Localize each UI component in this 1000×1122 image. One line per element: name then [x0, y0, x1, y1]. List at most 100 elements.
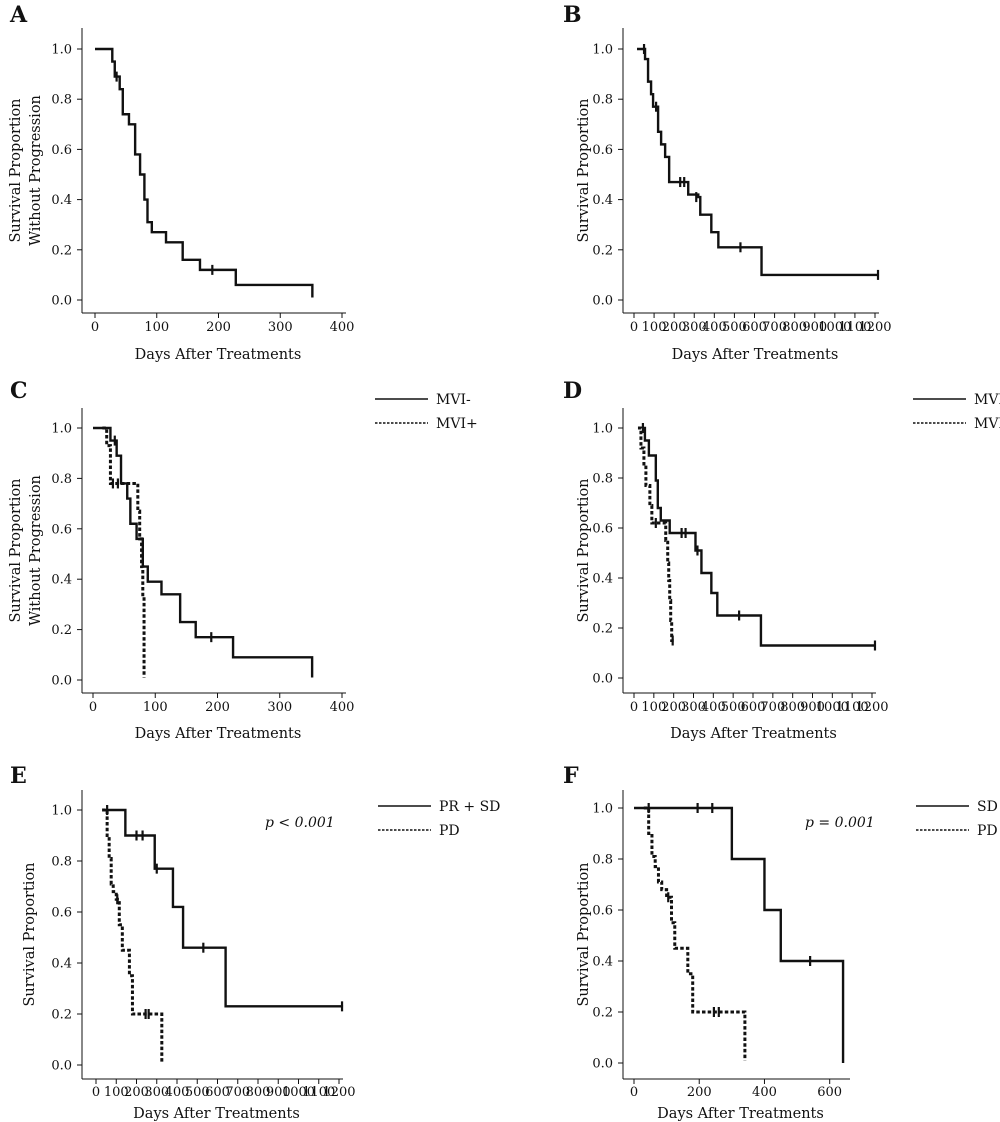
y-tick-label: 0.2 [592, 622, 613, 637]
panel-letter: C [10, 378, 28, 404]
y-tick-label: 0.0 [51, 294, 72, 309]
x-tick-label: 400 [165, 1085, 190, 1100]
y-tick-label: 0.2 [51, 623, 72, 638]
x-tick-label: 1200 [855, 700, 888, 715]
x-tick-label: 0 [89, 700, 97, 715]
x-tick-label: 200 [661, 700, 686, 715]
km-curve-mvi- [93, 426, 314, 678]
x-tick-label: 300 [681, 700, 706, 715]
legend-label: MVI+ [436, 416, 478, 432]
x-tick-label: 300 [144, 1085, 169, 1100]
y-tick-label: 0.2 [592, 1006, 613, 1021]
legend-label: MVI+ [974, 416, 1000, 432]
y-axis-label: Survival Proportion [576, 862, 592, 1006]
y-tick-label: 0.0 [592, 672, 613, 687]
y-axis-label: Survival Proportion [576, 98, 592, 242]
x-tick-label: 100 [641, 700, 666, 715]
x-tick-label: 800 [780, 700, 805, 715]
x-tick-label: 700 [225, 1085, 250, 1100]
y-tick-label: 1.0 [592, 422, 613, 437]
x-tick-label: 1100 [838, 320, 871, 335]
x-tick-label: 0 [92, 1085, 100, 1100]
x-tick-label: 400 [701, 700, 726, 715]
x-tick-label: 400 [330, 700, 355, 715]
x-tick-label: 0 [630, 700, 638, 715]
panel-e: E 0.0 0.2 0.4 0.6 0.8 1.0 0 10020030040050060070… [10, 763, 500, 1122]
km-curve-mvi- [102, 426, 146, 678]
x-tick-label: 800 [782, 320, 807, 335]
legend-label: PR + SD [439, 799, 500, 815]
x-axis-label: Days After Treatments [135, 347, 302, 363]
x-tick-label: 300 [267, 700, 292, 715]
panel-letter: D [563, 378, 582, 404]
legend-label: MVI- [974, 392, 1000, 408]
y-tick-label: 0.0 [592, 294, 613, 309]
km-curve-mvi- [641, 426, 876, 647]
y-tick-label: 0.0 [51, 1059, 72, 1074]
x-tick-label: 200 [206, 320, 231, 335]
y-axis-label: Survival Proportion [576, 478, 592, 622]
x-tick-label: 400 [752, 1085, 777, 1100]
y-tick-label: 0.6 [51, 522, 72, 537]
y-tick-label: 0.2 [51, 1008, 72, 1023]
y-tick-label: 0.0 [592, 1057, 613, 1072]
km-curve-all [637, 47, 880, 277]
panel-letter: E [10, 763, 27, 789]
km-curve-pr-sd [104, 808, 344, 1008]
y-tick-label: 0.6 [51, 906, 72, 921]
legend-label: SD [977, 799, 998, 815]
x-tick-label: 600 [741, 700, 766, 715]
panel-f: F 0.0 0.2 0.4 0.6 0.8 1.0 0 200 400 600 Days After … [563, 763, 998, 1122]
y-tick-label: 0.6 [592, 522, 613, 537]
p-value-annotation: p < 0.001 [265, 815, 335, 831]
x-tick-label: 0 [91, 320, 99, 335]
y-tick-label: 1.0 [592, 43, 613, 58]
x-tick-label: 100 [144, 320, 169, 335]
legend-label: MVI- [436, 392, 471, 408]
x-tick-label: 1200 [322, 1085, 355, 1100]
x-tick-label: 700 [762, 320, 787, 335]
x-tick-label: 500 [722, 320, 747, 335]
y-tick-label: 1.0 [51, 422, 72, 437]
y-tick-label: 1.0 [592, 802, 613, 817]
y-axis-label: Survival Proportion [22, 862, 38, 1006]
panel-a: A 0.0 0.2 0.4 0.6 0.8 1.0 0 100 200 300 400 Days Aft… [8, 2, 354, 363]
x-tick-label: 600 [205, 1085, 230, 1100]
y-tick-label: 0.6 [592, 143, 613, 158]
x-tick-label: 1000 [282, 1085, 315, 1100]
x-tick-label: 300 [268, 320, 293, 335]
y-tick-label: 0.8 [592, 853, 613, 868]
x-axis-label: Days After Treatments [657, 1106, 824, 1122]
x-tick-label: 500 [721, 700, 746, 715]
x-tick-label: 100 [642, 320, 667, 335]
x-tick-label: 800 [246, 1085, 271, 1100]
x-tick-label: 900 [800, 700, 825, 715]
x-tick-label: 1100 [302, 1085, 335, 1100]
legend-label: PD [439, 823, 460, 839]
y-tick-label: 0.8 [592, 472, 613, 487]
x-tick-label: 0 [630, 320, 638, 335]
x-tick-label: 600 [817, 1085, 842, 1100]
y-tick-label: 0.2 [51, 243, 72, 258]
y-tick-label: 0.0 [51, 674, 72, 689]
legend-label: PD [977, 823, 998, 839]
x-tick-label: 200 [124, 1085, 149, 1100]
y-tick-label: 0.8 [592, 93, 613, 108]
x-tick-label: 500 [185, 1085, 210, 1100]
y-tick-label: 0.6 [51, 143, 72, 158]
km-curve-pd [643, 806, 747, 1061]
y-tick-label: 0.6 [592, 904, 613, 919]
panel-letter: B [563, 2, 582, 28]
x-tick-label: 100 [104, 1085, 129, 1100]
km-curve-pd [102, 808, 164, 1063]
y-tick-label: 0.2 [592, 243, 613, 258]
x-axis-label: Days After Treatments [133, 1106, 300, 1122]
y-tick-label: 0.4 [51, 573, 72, 588]
km-curve-mvi- [637, 426, 674, 642]
km-curve-sd [634, 806, 845, 1063]
y-tick-label: 0.4 [592, 572, 613, 587]
x-axis-label: Days After Treatments [670, 726, 837, 742]
x-tick-label: 1000 [818, 320, 851, 335]
y-tick-label: 0.4 [592, 193, 613, 208]
y-tick-label: 0.4 [51, 193, 72, 208]
